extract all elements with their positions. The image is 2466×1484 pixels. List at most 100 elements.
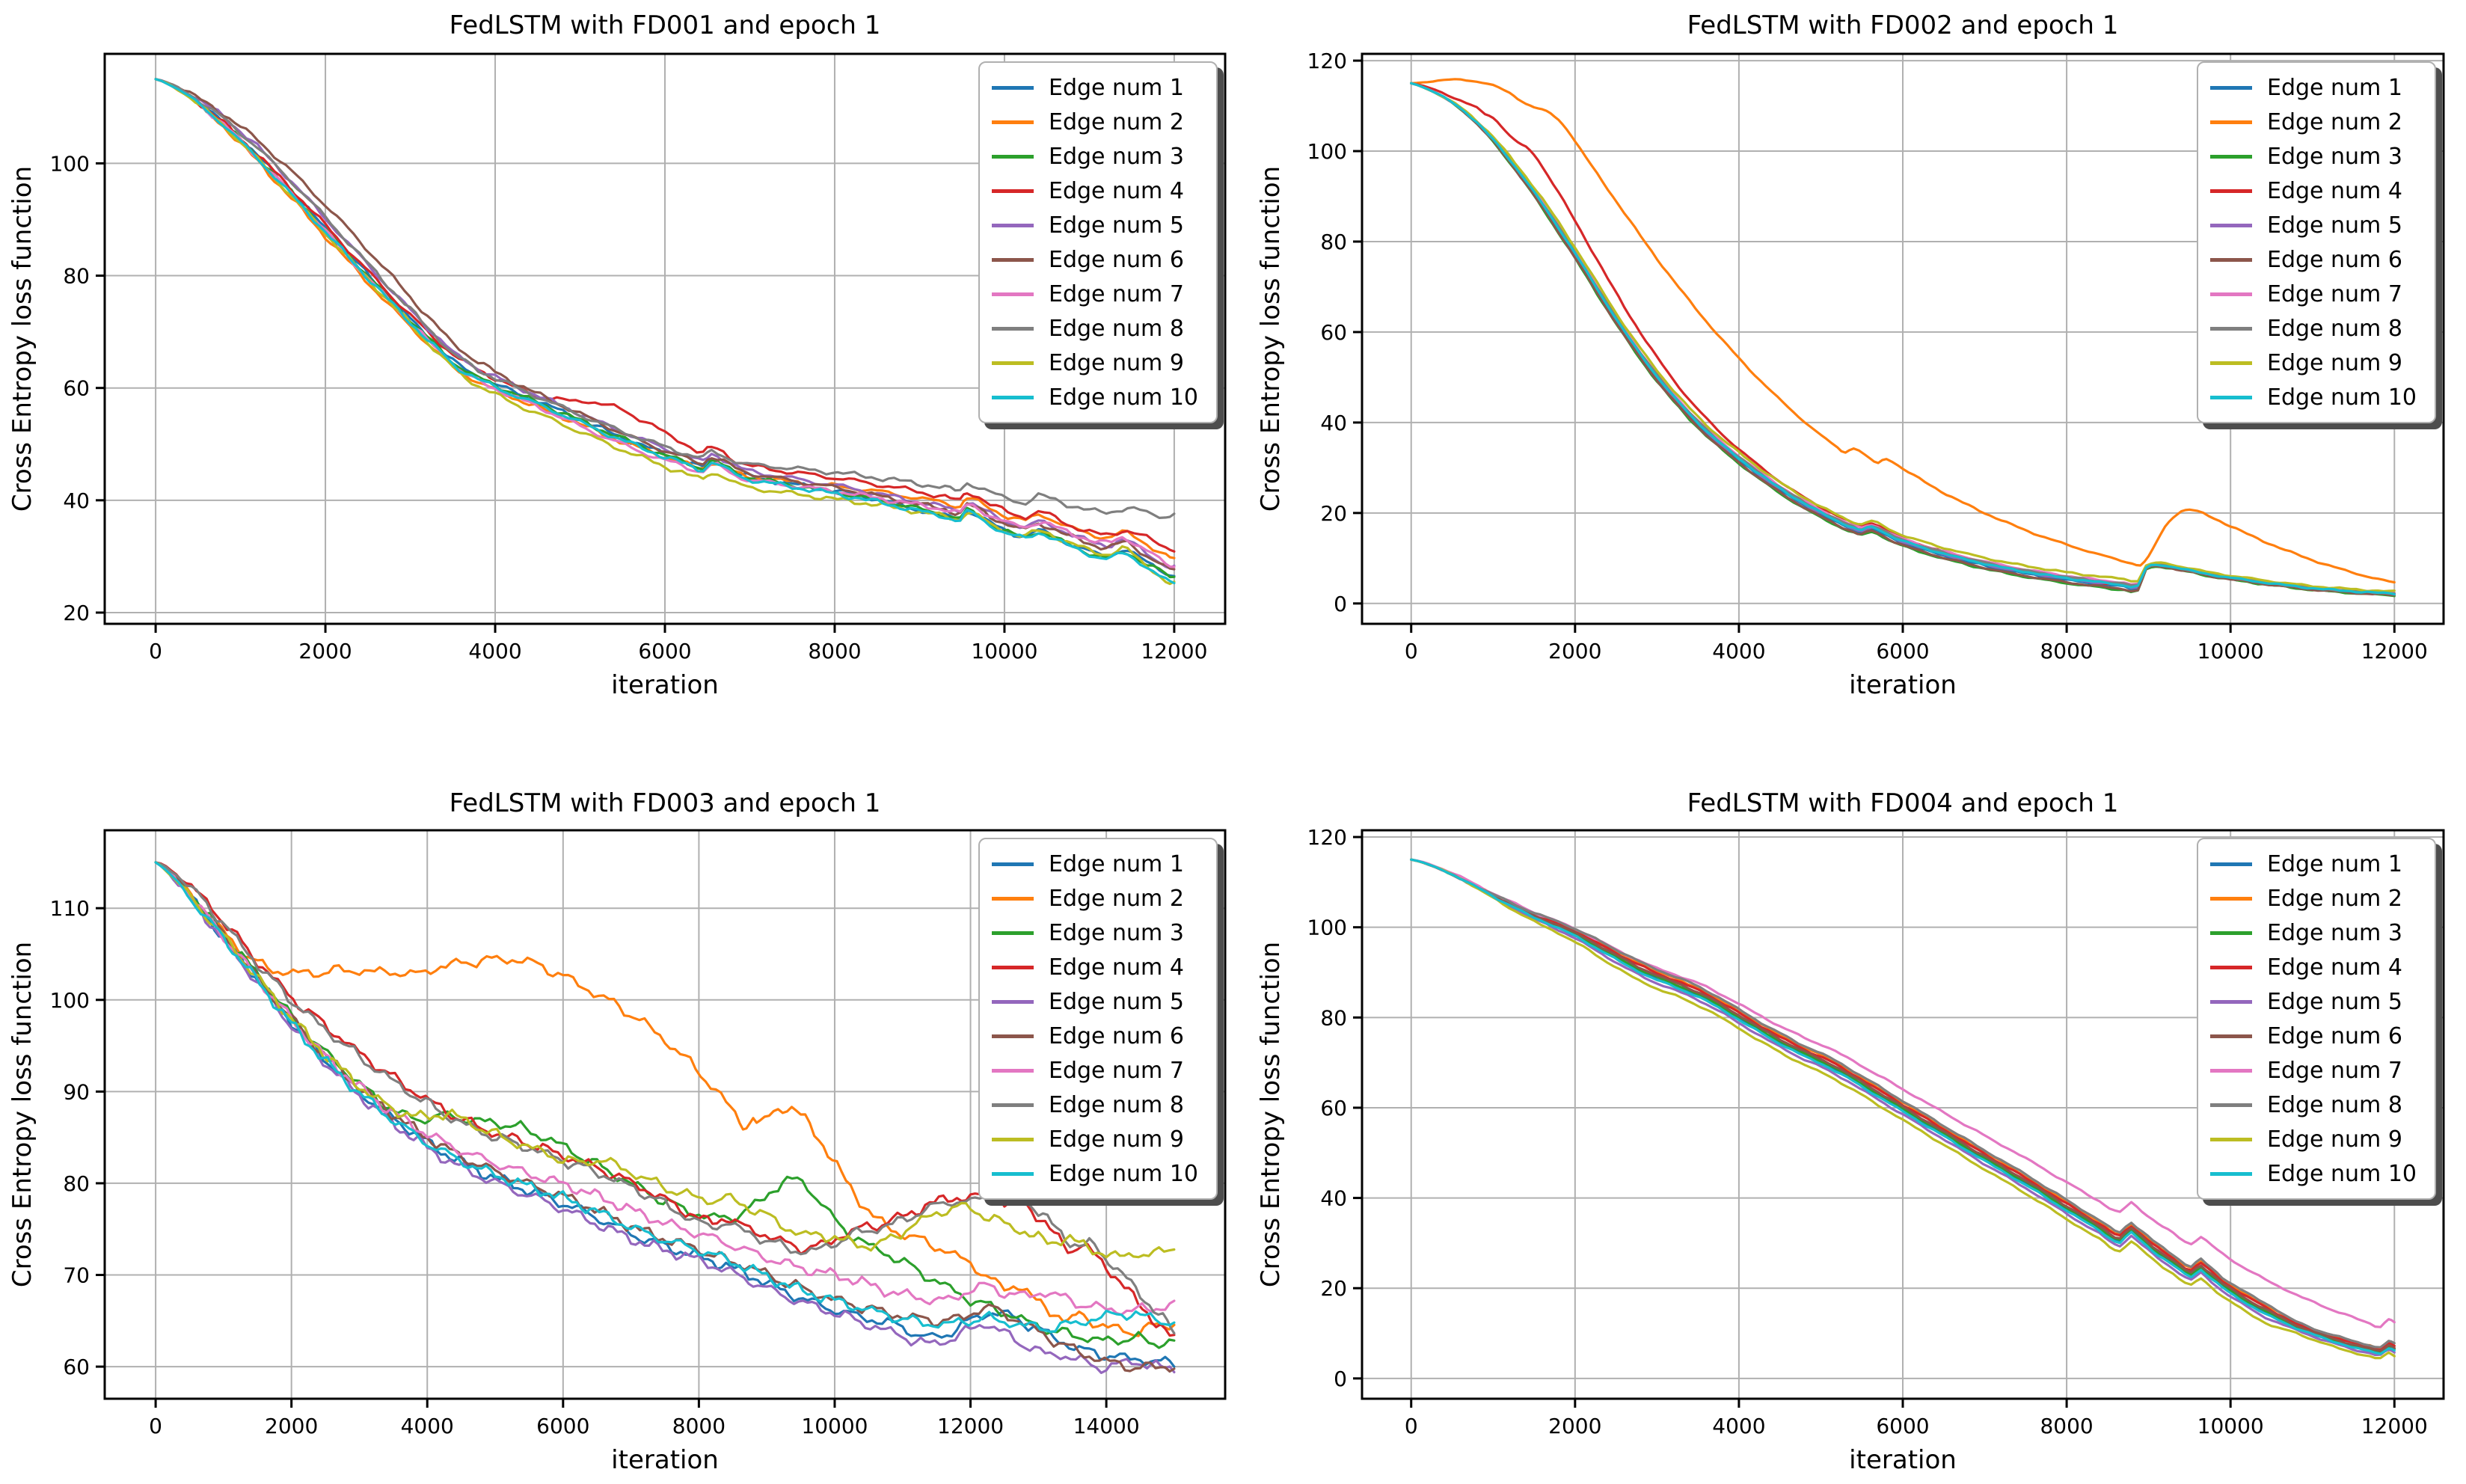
series-line-edge-num-6 <box>1410 858 2396 1352</box>
legend-label: Edge num 2 <box>1049 108 1184 135</box>
legend-entry: Edge num 10 <box>2210 1156 2417 1191</box>
y-tick-label: 60 <box>1320 1096 1347 1120</box>
legend-line-swatch <box>2210 1034 2252 1038</box>
legend-label: Edge num 8 <box>2267 1091 2402 1118</box>
chart-title: FedLSTM with FD004 and epoch 1 <box>1687 788 2119 818</box>
y-tick-label: 120 <box>1307 49 1347 73</box>
x-tick-label: 0 <box>1405 1414 1418 1438</box>
legend-entry: Edge num 2 <box>992 881 1198 916</box>
legend-entry: Edge num 4 <box>2210 950 2417 984</box>
legend-line-swatch <box>2210 395 2252 399</box>
legend-entry: Edge num 3 <box>992 916 1198 950</box>
legend-entry: Edge num 8 <box>2210 1088 2417 1122</box>
legend-entry: Edge num 3 <box>992 139 1198 174</box>
y-tick-label: 80 <box>1320 1005 1347 1030</box>
legend-line-swatch <box>2210 1103 2252 1107</box>
series-line-edge-num-2 <box>154 78 1176 559</box>
legend-label: Edge num 7 <box>1049 1057 1184 1084</box>
y-tick-label: 20 <box>1320 501 1347 526</box>
legend-line-swatch <box>992 1137 1034 1141</box>
x-axis-label: iteration <box>611 1445 719 1475</box>
legend-line-swatch <box>2210 1171 2252 1176</box>
x-tick-label: 10000 <box>971 639 1037 663</box>
series-line-edge-num-10 <box>1410 82 2396 596</box>
x-tick-label: 0 <box>1405 639 1418 663</box>
legend-line-swatch <box>992 1171 1034 1176</box>
series-line-edge-num-10 <box>1410 858 2396 1355</box>
legend-line-swatch <box>2210 154 2252 159</box>
x-tick-label: 4000 <box>401 1414 454 1438</box>
legend-line-swatch <box>992 395 1034 399</box>
x-tick-label: 6000 <box>1876 1414 1929 1438</box>
legend-label: Edge num 8 <box>1049 315 1184 342</box>
series-line-edge-num-9 <box>1410 82 2396 593</box>
legend-entry: Edge num 8 <box>992 311 1198 346</box>
legend-line-swatch <box>2210 188 2252 193</box>
legend-line-swatch <box>2210 896 2252 901</box>
series-group <box>1410 858 2396 1360</box>
x-tick-label: 6000 <box>1876 639 1929 663</box>
chart-title: FedLSTM with FD003 and epoch 1 <box>449 788 881 818</box>
legend-line-swatch <box>992 361 1034 365</box>
x-axis-label: iteration <box>1849 670 1957 700</box>
legend-label: Edge num 2 <box>2267 108 2402 135</box>
legend-label: Edge num 2 <box>2267 885 2402 912</box>
legend-label: Edge num 3 <box>1049 919 1184 946</box>
x-tick-label: 2000 <box>265 1414 318 1438</box>
series-group <box>1410 78 2396 598</box>
y-tick-label: 100 <box>1307 916 1347 940</box>
legend-entry: Edge num 9 <box>992 346 1198 380</box>
legend-label: Edge num 2 <box>1049 885 1184 912</box>
legend-line-swatch <box>992 292 1034 296</box>
legend-line-swatch <box>992 965 1034 969</box>
legend-entry: Edge num 6 <box>2210 1019 2417 1053</box>
x-tick-label: 14000 <box>1073 1414 1140 1438</box>
series-line-edge-num-10 <box>154 861 1176 1334</box>
series-line-edge-num-6 <box>154 78 1176 571</box>
legend-entry: Edge num 10 <box>2210 380 2417 414</box>
legend-label: Edge num 5 <box>2267 988 2402 1015</box>
subplot-fd001: FedLSTM with FD001 and epoch 1 Cross Ent… <box>0 0 1233 742</box>
legend-line-swatch <box>2210 1137 2252 1141</box>
legend-entry: Edge num 2 <box>2210 881 2417 916</box>
series-line-edge-num-7 <box>154 78 1176 568</box>
y-tick-label: 70 <box>63 1263 90 1288</box>
legend-label: Edge num 10 <box>1049 1160 1198 1187</box>
legend-line-swatch <box>992 1103 1034 1107</box>
x-tick-label: 12000 <box>2361 1414 2428 1438</box>
legend-entry: Edge num 3 <box>2210 139 2417 174</box>
legend: Edge num 1 Edge num 2 Edge num 3 Edge num 4… <box>2197 838 2436 1200</box>
legend-label: Edge num 8 <box>2267 315 2402 342</box>
legend-line-swatch <box>992 326 1034 331</box>
legend-label: Edge num 4 <box>1049 177 1184 204</box>
x-tick-label: 12000 <box>1141 639 1207 663</box>
x-tick-label: 2000 <box>1548 639 1601 663</box>
legend-entry: Edge num 1 <box>2210 70 2417 105</box>
y-tick-label: 90 <box>63 1079 90 1104</box>
y-tick-label: 120 <box>1307 825 1347 850</box>
legend-entry: Edge num 6 <box>992 1019 1198 1053</box>
legend-line-swatch <box>992 999 1034 1004</box>
legend-line-swatch <box>2210 292 2252 296</box>
y-tick-label: 60 <box>63 376 90 401</box>
x-axis-label: iteration <box>611 670 719 700</box>
x-tick-label: 12000 <box>2361 639 2428 663</box>
legend-entry: Edge num 3 <box>2210 916 2417 950</box>
legend-label: Edge num 1 <box>1049 74 1184 101</box>
legend-line-swatch <box>2210 120 2252 124</box>
y-tick-label: 40 <box>1320 411 1347 435</box>
y-tick-label: 40 <box>1320 1186 1347 1211</box>
legend-entry: Edge num 9 <box>992 1122 1198 1156</box>
legend-label: Edge num 6 <box>2267 246 2402 273</box>
legend-entry: Edge num 9 <box>2210 346 2417 380</box>
x-tick-label: 12000 <box>937 1414 1004 1438</box>
series-line-edge-num-6 <box>154 861 1176 1373</box>
series-line-edge-num-4 <box>154 78 1176 553</box>
legend-entry: Edge num 4 <box>992 950 1198 984</box>
legend-line-swatch <box>992 896 1034 901</box>
x-tick-label: 10000 <box>2197 1414 2264 1438</box>
legend: Edge num 1 Edge num 2 Edge num 3 Edge num 4… <box>2197 61 2436 423</box>
legend-label: Edge num 1 <box>2267 850 2402 877</box>
series-line-edge-num-10 <box>154 78 1176 585</box>
